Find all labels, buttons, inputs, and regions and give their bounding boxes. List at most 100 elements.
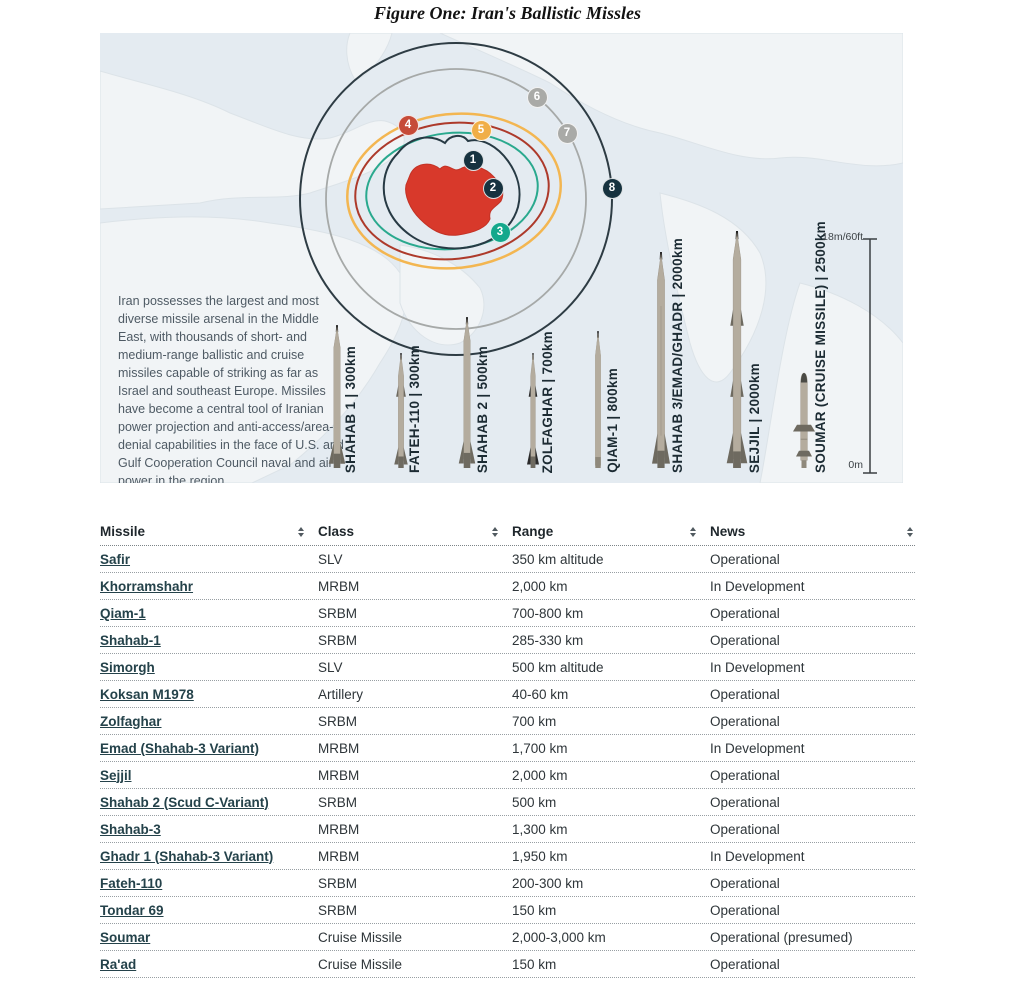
missile-silhouette-shahab-3 xyxy=(649,252,673,473)
table-row: Khorramshahr MRBM 2,000 km In Development xyxy=(100,573,915,600)
range-marker-5: 5 xyxy=(470,119,492,141)
missile-link[interactable]: Qiam-1 xyxy=(100,605,146,621)
header-label: Range xyxy=(512,524,554,539)
missile-class: MRBM xyxy=(318,740,360,756)
column-header-missile[interactable]: Missile xyxy=(100,524,318,539)
range-marker-3: 3 xyxy=(489,221,511,243)
table-row: Qiam-1 SRBM 700-800 km Operational xyxy=(100,600,915,627)
missile-link[interactable]: Sejjil xyxy=(100,767,132,783)
missile-class: SRBM xyxy=(318,875,358,891)
missile-class: SRBM xyxy=(318,605,358,621)
missile-label: SHAHAB 3/EMAD/GHADR | 2000km xyxy=(670,238,685,473)
table-row: Safir SLV 350 km altitude Operational xyxy=(100,546,915,573)
missile-news: Operational xyxy=(710,902,780,918)
missile-news: Operational xyxy=(710,551,780,567)
marker-number: 7 xyxy=(563,127,571,139)
height-scale-bar xyxy=(863,238,877,474)
missile-link[interactable]: Tondar 69 xyxy=(100,902,164,918)
table-row: Soumar Cruise Missile 2,000-3,000 km Operat… xyxy=(100,924,915,951)
table-row: Simorgh SLV 500 km altitude In Development xyxy=(100,654,915,681)
header-label: Missile xyxy=(100,524,146,539)
missile-class: SLV xyxy=(318,659,343,675)
missile-news: In Development xyxy=(710,659,805,675)
range-marker-4: 4 xyxy=(397,114,419,136)
range-marker-7: 7 xyxy=(556,122,578,144)
missile-table: Missile Class Range News Safir SLV 350 km … xyxy=(100,518,915,978)
missile-silhouette-zolfaghar xyxy=(525,353,541,473)
missile-range: 1,950 km xyxy=(512,848,568,864)
header-label: Class xyxy=(318,524,355,539)
missile-range: 1,300 km xyxy=(512,821,568,837)
missile-class: SRBM xyxy=(318,632,358,648)
marker-number: 3 xyxy=(496,226,504,238)
missile-link[interactable]: Simorgh xyxy=(100,659,155,675)
missile-silhouette-qiam-1 xyxy=(589,331,607,473)
missile-link[interactable]: Shahab-3 xyxy=(100,821,161,837)
missile-link[interactable]: Fateh-110 xyxy=(100,875,163,891)
table-row: Fateh-110 SRBM 200-300 km Operational xyxy=(100,870,915,897)
table-row: Zolfaghar SRBM 700 km Operational xyxy=(100,708,915,735)
missile-label: SOUMAR (CRUISE MISSILE) | 2500km xyxy=(813,221,828,473)
column-header-range[interactable]: Range xyxy=(512,524,710,539)
marker-number: 4 xyxy=(404,119,412,131)
column-header-class[interactable]: Class xyxy=(318,524,512,539)
missile-link[interactable]: Shahab 2 (Scud C-Variant) xyxy=(100,794,269,810)
table-row: Sejjil MRBM 2,000 km Operational xyxy=(100,762,915,789)
table-row: Shahab-3 MRBM 1,300 km Operational xyxy=(100,816,915,843)
missile-link[interactable]: Zolfaghar xyxy=(100,713,162,729)
missile-range: 200-300 km xyxy=(512,875,584,891)
missile-silhouette-soumar xyxy=(792,372,816,473)
missile-news: Operational xyxy=(710,632,780,648)
sort-icon[interactable] xyxy=(690,526,696,537)
missile-link[interactable]: Shahab-1 xyxy=(100,632,161,648)
sort-icon[interactable] xyxy=(298,526,304,537)
missile-link[interactable]: Ra'ad xyxy=(100,956,137,972)
missile-news: Operational xyxy=(710,956,780,972)
missile-news: In Development xyxy=(710,578,805,594)
missile-news: Operational xyxy=(710,875,780,891)
map-landmass xyxy=(100,33,903,483)
missile-link[interactable]: Ghadr 1 (Shahab-3 Variant) xyxy=(100,848,274,864)
table-row: Emad (Shahab-3 Variant) MRBM 1,700 km In De… xyxy=(100,735,915,762)
scale-min-label: 0m xyxy=(848,459,863,471)
missile-label: SEJJIL | 2000km xyxy=(747,362,762,473)
missile-class: MRBM xyxy=(318,578,360,594)
missile-range: 500 km altitude xyxy=(512,659,604,675)
missile-range-map: 1 2 3 4 5 6 7 8 Iran possesses the large… xyxy=(100,33,903,483)
range-marker-8: 8 xyxy=(601,177,623,199)
marker-number: 6 xyxy=(533,91,541,103)
missile-label: SHAHAB 1 | 300km xyxy=(343,345,358,473)
missile-news: Operational (presumed) xyxy=(710,929,853,945)
sort-icon[interactable] xyxy=(907,526,913,537)
missile-link[interactable]: Safir xyxy=(100,551,131,567)
marker-number: 5 xyxy=(477,124,485,136)
missile-link[interactable]: Koksan M1978 xyxy=(100,686,194,702)
missile-class: MRBM xyxy=(318,767,360,783)
missile-class: SRBM xyxy=(318,713,358,729)
missile-silhouette-shahab-1 xyxy=(326,325,348,473)
missile-link[interactable]: Khorramshahr xyxy=(100,578,194,594)
table-row: Ra'ad Cruise Missile 150 km Operational xyxy=(100,951,915,978)
missile-link[interactable]: Emad (Shahab-3 Variant) xyxy=(100,740,260,756)
marker-number: 1 xyxy=(469,154,477,166)
scale-max-label: 18m/60ft xyxy=(822,231,863,243)
column-header-news[interactable]: News xyxy=(710,524,915,539)
table-row: Shahab-1 SRBM 285-330 km Operational xyxy=(100,627,915,654)
missile-link[interactable]: Soumar xyxy=(100,929,151,945)
map-graphic xyxy=(100,33,903,483)
missile-range: 150 km xyxy=(512,902,557,918)
missile-range: 700-800 km xyxy=(512,605,584,621)
figure-title: Figure One: Iran's Ballistic Missles xyxy=(373,3,642,23)
missile-class: Artillery xyxy=(318,686,364,702)
sort-icon[interactable] xyxy=(492,526,498,537)
missile-range: 150 km xyxy=(512,956,557,972)
missile-class: SLV xyxy=(318,551,343,567)
iran-shape xyxy=(405,163,504,236)
marker-number: 8 xyxy=(608,182,616,194)
table-header-row: Missile Class Range News xyxy=(100,518,915,546)
range-rings xyxy=(299,42,613,356)
missile-range: 2,000 km xyxy=(512,767,568,783)
missile-range: 350 km altitude xyxy=(512,551,604,567)
missile-news: Operational xyxy=(710,713,780,729)
marker-number: 2 xyxy=(489,182,497,194)
